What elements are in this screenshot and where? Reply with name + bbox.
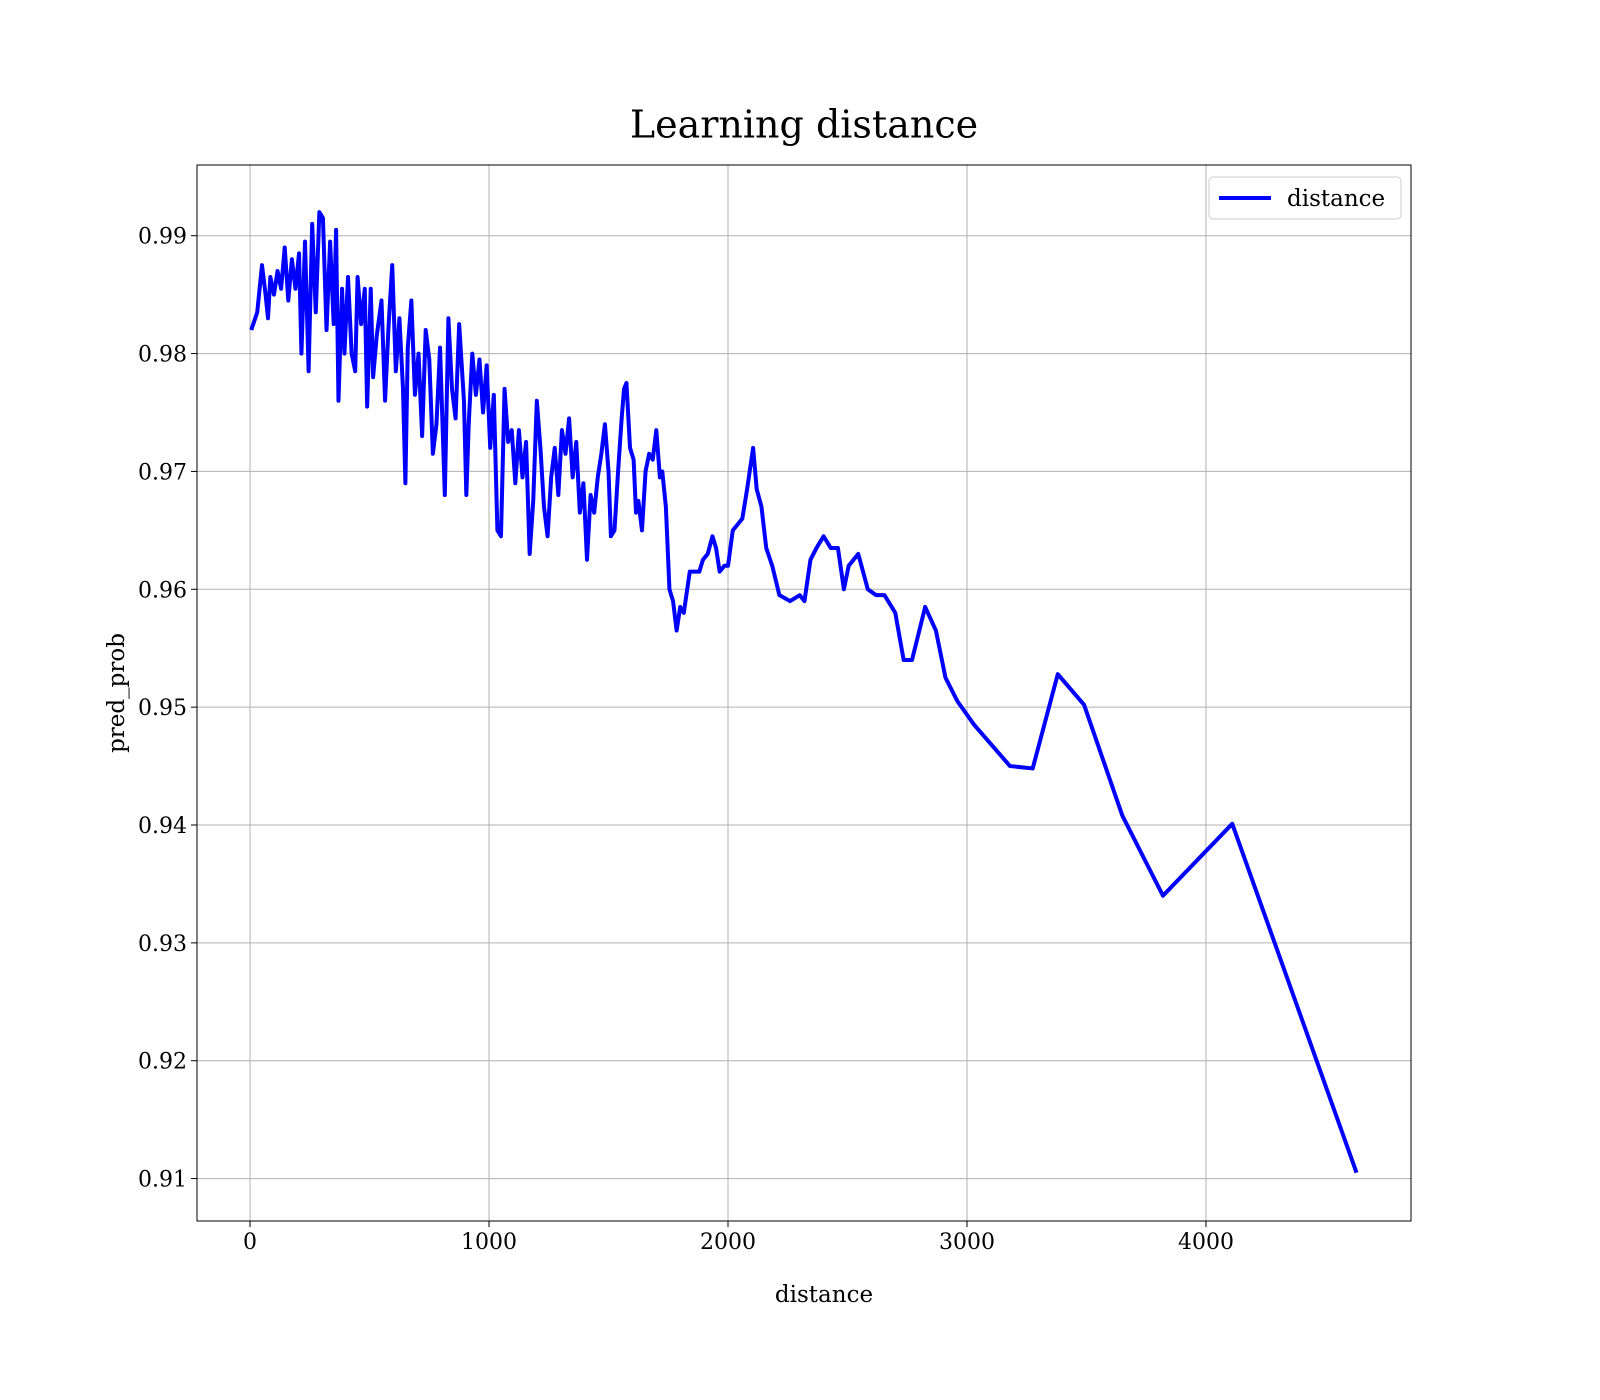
y-tick-label: 0.93 (138, 932, 187, 957)
y-tick-label: 0.91 (138, 1168, 187, 1193)
plot-frame (196, 164, 1412, 1222)
legend-box (1208, 176, 1402, 220)
legend-label: distance (1287, 186, 1385, 212)
y-tick-label: 0.95 (138, 696, 187, 721)
data-line (249, 210, 1359, 1174)
x-tick-label: 0 (243, 1230, 257, 1255)
x-axis-label: distance (775, 1282, 873, 1308)
y-tick-label: 0.97 (138, 460, 187, 485)
y-tick-label: 0.94 (138, 814, 187, 839)
x-tick-label: 3000 (939, 1230, 995, 1255)
x-tick-label: 1000 (461, 1230, 517, 1255)
x-tick-label: 2000 (700, 1230, 756, 1255)
chart-title: Learning distance (630, 103, 978, 147)
y-tick-label: 0.99 (138, 225, 187, 250)
y-tick-label: 0.96 (138, 578, 187, 603)
y-tick-label: 0.92 (138, 1050, 187, 1075)
y-axis-label: pred_prob (104, 633, 130, 753)
x-tick-label: 4000 (1178, 1230, 1234, 1255)
y-tick-label: 0.98 (138, 343, 187, 368)
